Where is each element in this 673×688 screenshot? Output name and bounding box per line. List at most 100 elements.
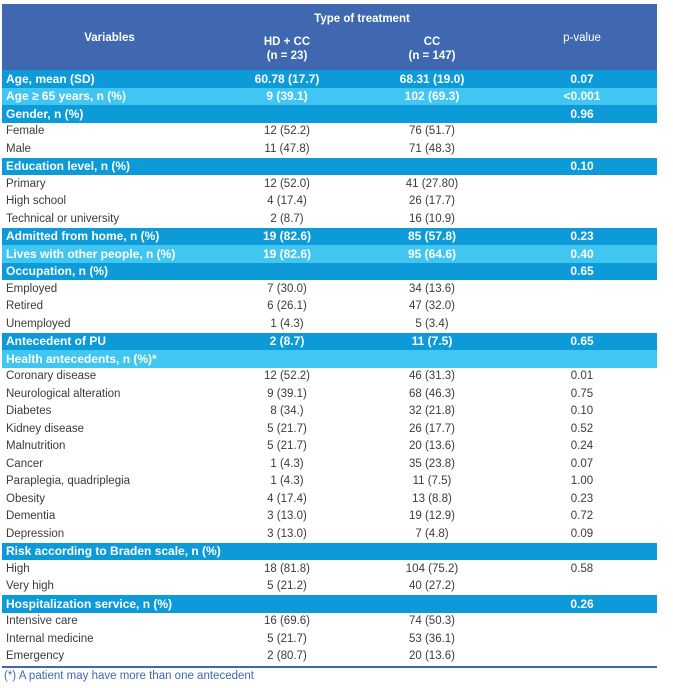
row-cc-value: 40 (27.2) (408, 580, 456, 593)
row-label: Very high (6, 580, 54, 593)
row-cc-value: 68 (46.3) (408, 387, 456, 400)
table-section-row: Gender, n (%) 0.96 (2, 105, 657, 123)
row-label: Education level, n (%) (6, 159, 131, 174)
header-group2-name: CC (423, 36, 441, 48)
table-bottom-rule (2, 666, 657, 668)
row-hd-cc-value: 16 (69.6) (263, 615, 311, 628)
header-pvalue: p-value (563, 32, 601, 44)
row-hd-cc-value: 2 (8.7) (270, 212, 304, 225)
table-header: Variables Type of treatment HD + CC (n =… (2, 4, 657, 70)
row-cc-value: 68.31 (19.0) (399, 71, 465, 86)
row-pvalue: 0.09 (570, 527, 594, 540)
row-cc-value: 11 (7.5) (412, 475, 452, 488)
row-hd-cc-value: 19 (82.6) (262, 246, 312, 261)
row-cc-value: 11 (7.5) (411, 334, 453, 349)
row-cc-value: 47 (32.0) (408, 300, 456, 313)
row-label: Retired (6, 300, 44, 313)
table-section-row: Risk according to Braden scale, n (%) (2, 542, 657, 560)
header-group1-n: (n = 23) (266, 50, 308, 62)
row-hd-cc-value: 5 (21.2) (267, 580, 307, 593)
row-pvalue: 0.23 (570, 492, 594, 505)
row-label: Depression (6, 527, 65, 540)
table-row: Emergency 2 (80.7) 20 (13.6) (2, 647, 657, 665)
row-hd-cc-value: 5 (21.7) (267, 632, 307, 645)
row-label: Paraplegia, quadriplegia (6, 475, 131, 488)
row-pvalue: 0.72 (570, 510, 594, 523)
table-row: Unemployed 1 (4.3) 5 (3.4) (2, 315, 657, 333)
row-hd-cc-value: 2 (8.7) (269, 334, 305, 349)
table-section-row: Lives with other people, n (%) 19 (82.6) 9… (2, 245, 657, 263)
row-hd-cc-value: 1 (4.3) (270, 457, 304, 470)
table-row: Malnutrition 5 (21.7) 20 (13.6) 0.24 (2, 437, 657, 455)
row-label: Cancer (6, 457, 44, 470)
row-hd-cc-value: 12 (52.2) (263, 370, 311, 383)
row-label: Occupation, n (%) (6, 264, 108, 279)
row-label: Intensive care (6, 615, 78, 628)
row-label: Gender, n (%) (6, 106, 84, 121)
row-pvalue: 0.75 (570, 387, 594, 400)
row-label: Primary (6, 177, 46, 190)
row-pvalue: 0.07 (570, 457, 594, 470)
row-pvalue: 0.65 (570, 334, 594, 349)
row-label: Diabetes (6, 405, 52, 418)
row-label: Antecedent of PU (6, 334, 107, 349)
row-cc-value: 35 (23.8) (408, 457, 456, 470)
treatment-comparison-table: Variables Type of treatment HD + CC (n =… (2, 4, 657, 682)
header-group-cc: CC (n = 147) (357, 35, 507, 63)
table-row: Technical or university 2 (8.7) 16 (10.9) (2, 210, 657, 228)
row-hd-cc-value: 4 (17.4) (267, 492, 307, 505)
row-cc-value: 71 (48.3) (408, 142, 456, 155)
row-label: Lives with other people, n (%) (6, 246, 176, 261)
table-row: High school 4 (17.4) 26 (17.7) (2, 192, 657, 210)
header-group-hd-cc: HD + CC (n = 23) (217, 35, 357, 63)
table-section-row: Admitted from home, n (%) 19 (82.6) 85 (57… (2, 227, 657, 245)
table-footnote: (*) A patient may have more than one ant… (4, 670, 254, 682)
row-hd-cc-value: 6 (26.1) (267, 300, 307, 313)
table-body: Age, mean (SD) 60.78 (17.7) 68.31 (19.0) 0.… (2, 70, 657, 665)
row-hd-cc-value: 2 (80.7) (267, 650, 307, 663)
row-cc-value: 5 (3.4) (415, 317, 449, 330)
row-label: High (6, 562, 30, 575)
row-hd-cc-value: 8 (34.) (270, 405, 304, 418)
row-label: Age ≥ 65 years, n (%) (6, 89, 126, 104)
row-hd-cc-value: 5 (21.7) (267, 422, 307, 435)
row-hd-cc-value: 19 (82.6) (262, 229, 312, 244)
row-hd-cc-value: 12 (52.2) (263, 125, 311, 138)
row-cc-value: 104 (75.2) (405, 562, 459, 575)
row-pvalue: 0.24 (570, 440, 594, 453)
table-section-row: Health antecedents, n (%)* (2, 350, 657, 368)
table-row: High 18 (81.8) 104 (75.2) 0.58 (2, 560, 657, 578)
row-label: Technical or university (6, 212, 120, 225)
row-label: Hospitalization service, n (%) (6, 596, 173, 611)
row-label: Dementia (6, 510, 56, 523)
row-hd-cc-value: 3 (13.0) (267, 510, 307, 523)
row-hd-cc-value: 18 (81.8) (263, 562, 311, 575)
row-pvalue: 0.52 (570, 422, 594, 435)
row-hd-cc-value: 7 (30.0) (267, 282, 307, 295)
table-row: Cancer 1 (4.3) 35 (23.8) 0.07 (2, 455, 657, 473)
row-cc-value: 95 (64.6) (407, 246, 457, 261)
row-cc-value: 74 (50.3) (408, 615, 456, 628)
row-label: Neurological alteration (6, 387, 121, 400)
table-row: Depression 3 (13.0) 7 (4.8) 0.09 (2, 525, 657, 543)
row-cc-value: 26 (17.7) (408, 195, 456, 208)
row-label: Age, mean (SD) (6, 71, 95, 86)
table-section-row: Age, mean (SD) 60.78 (17.7) 68.31 (19.0) 0.… (2, 70, 657, 88)
row-label: Male (6, 142, 31, 155)
row-pvalue: 0.10 (570, 405, 594, 418)
row-cc-value: 26 (17.7) (408, 422, 456, 435)
table-row: Intensive care 16 (69.6) 74 (50.3) (2, 612, 657, 630)
row-pvalue: 0.10 (570, 159, 594, 174)
table-row: Neurological alteration 9 (39.1) 68 (46.3)… (2, 385, 657, 403)
row-label: Unemployed (6, 317, 71, 330)
header-type-of-treatment: Type of treatment (314, 13, 410, 25)
table-row: Primary 12 (52.0) 41 (27.80) (2, 175, 657, 193)
row-cc-value: 102 (69.3) (404, 89, 460, 104)
row-cc-value: 76 (51.7) (408, 125, 456, 138)
row-label: Admitted from home, n (%) (6, 229, 160, 244)
row-label: High school (6, 195, 67, 208)
header-group1-name: HD + CC (263, 36, 311, 48)
table-row: Dementia 3 (13.0) 19 (12.9) 0.72 (2, 507, 657, 525)
row-pvalue: 0.07 (570, 71, 594, 86)
row-label: Employed (6, 282, 58, 295)
